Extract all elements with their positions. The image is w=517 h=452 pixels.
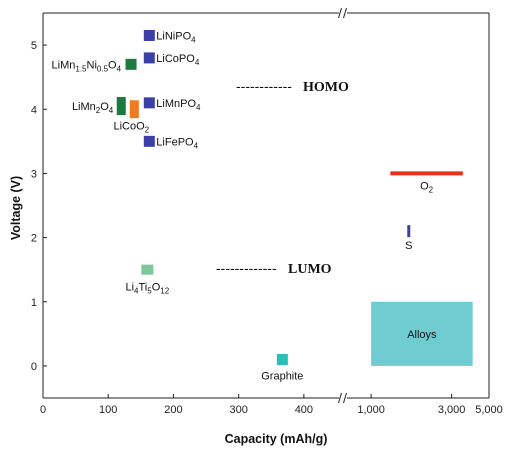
point-linipo4 — [143, 29, 155, 41]
point-lifepo4 — [143, 135, 155, 147]
y-axis-title: Voltage (V) — [9, 176, 23, 240]
axis-break-mark-0-1 — [343, 7, 347, 19]
x-tick-label-log-1: 3,000 — [438, 404, 466, 416]
y-tick-label-0: 0 — [31, 361, 37, 373]
point-limnpo4 — [143, 97, 155, 109]
x-tick-label-lin-2: 200 — [164, 404, 182, 416]
label-limn15ni05o4: LiMn1.5Ni0.5O4 — [52, 59, 122, 73]
x-axis-title: Capacity (mAh/g) — [225, 432, 328, 446]
homo-dashes: ------------ — [236, 78, 292, 94]
homo-label: HOMO — [303, 80, 349, 95]
x-tick-label-log-0: 1,000 — [357, 404, 385, 416]
y-tick-label-5: 5 — [31, 40, 37, 52]
label-limnpo4: LiMnPO4 — [156, 98, 201, 112]
label-licoo2: LiCoO2 — [113, 120, 149, 134]
x-tick-label-lin-1: 100 — [99, 404, 117, 416]
alloys-region — [371, 301, 473, 366]
point-graphite — [276, 354, 288, 365]
axis-break-mark-1-0 — [338, 392, 342, 404]
label-licopo4: LiCoPO4 — [156, 53, 200, 67]
point-limn2o4 — [116, 97, 126, 116]
lumo-label: LUMO — [288, 262, 332, 277]
y-tick-label-1: 1 — [31, 297, 37, 309]
lumo-dashes: ------------- — [216, 260, 277, 276]
x-tick-label-lin-4: 400 — [295, 404, 313, 416]
label-li4ti5o12: Li4Ti5O12 — [125, 282, 169, 296]
label-graphite: Graphite — [261, 371, 303, 383]
plot-frame — [42, 7, 490, 404]
axis-break-mark-0-0 — [338, 7, 342, 19]
point-li4ti5o12 — [141, 264, 154, 275]
o2-label: O2 — [420, 180, 434, 194]
label-linipo4: LiNiPO4 — [156, 30, 196, 44]
x-tick-label-lin-0: 0 — [40, 404, 46, 416]
x-tick-label-log-2: 5,000 — [475, 404, 503, 416]
label-lifepo4: LiFePO4 — [156, 136, 198, 150]
axis-break-mark-1-1 — [343, 392, 347, 404]
x-tick-label-lin-3: 300 — [229, 404, 247, 416]
y-tick-label-4: 4 — [31, 104, 37, 116]
point-limn15ni05o4 — [125, 58, 137, 70]
data-marks — [116, 29, 473, 366]
point-licopo4 — [143, 52, 155, 64]
y-tick-label-3: 3 — [31, 168, 37, 180]
point-sulfur — [407, 225, 411, 238]
chart-text: 0 1 2 3 4 5 0 100 200 300 400 1,000 3,000 5,000 Alloys… — [31, 30, 503, 416]
y-tick-label-2: 2 — [31, 233, 37, 245]
alloys-label: Alloys — [407, 329, 437, 341]
label-limn2o4: LiMn2O4 — [72, 101, 114, 115]
label-sulfur: S — [405, 240, 412, 252]
point-licoo2 — [129, 100, 139, 119]
